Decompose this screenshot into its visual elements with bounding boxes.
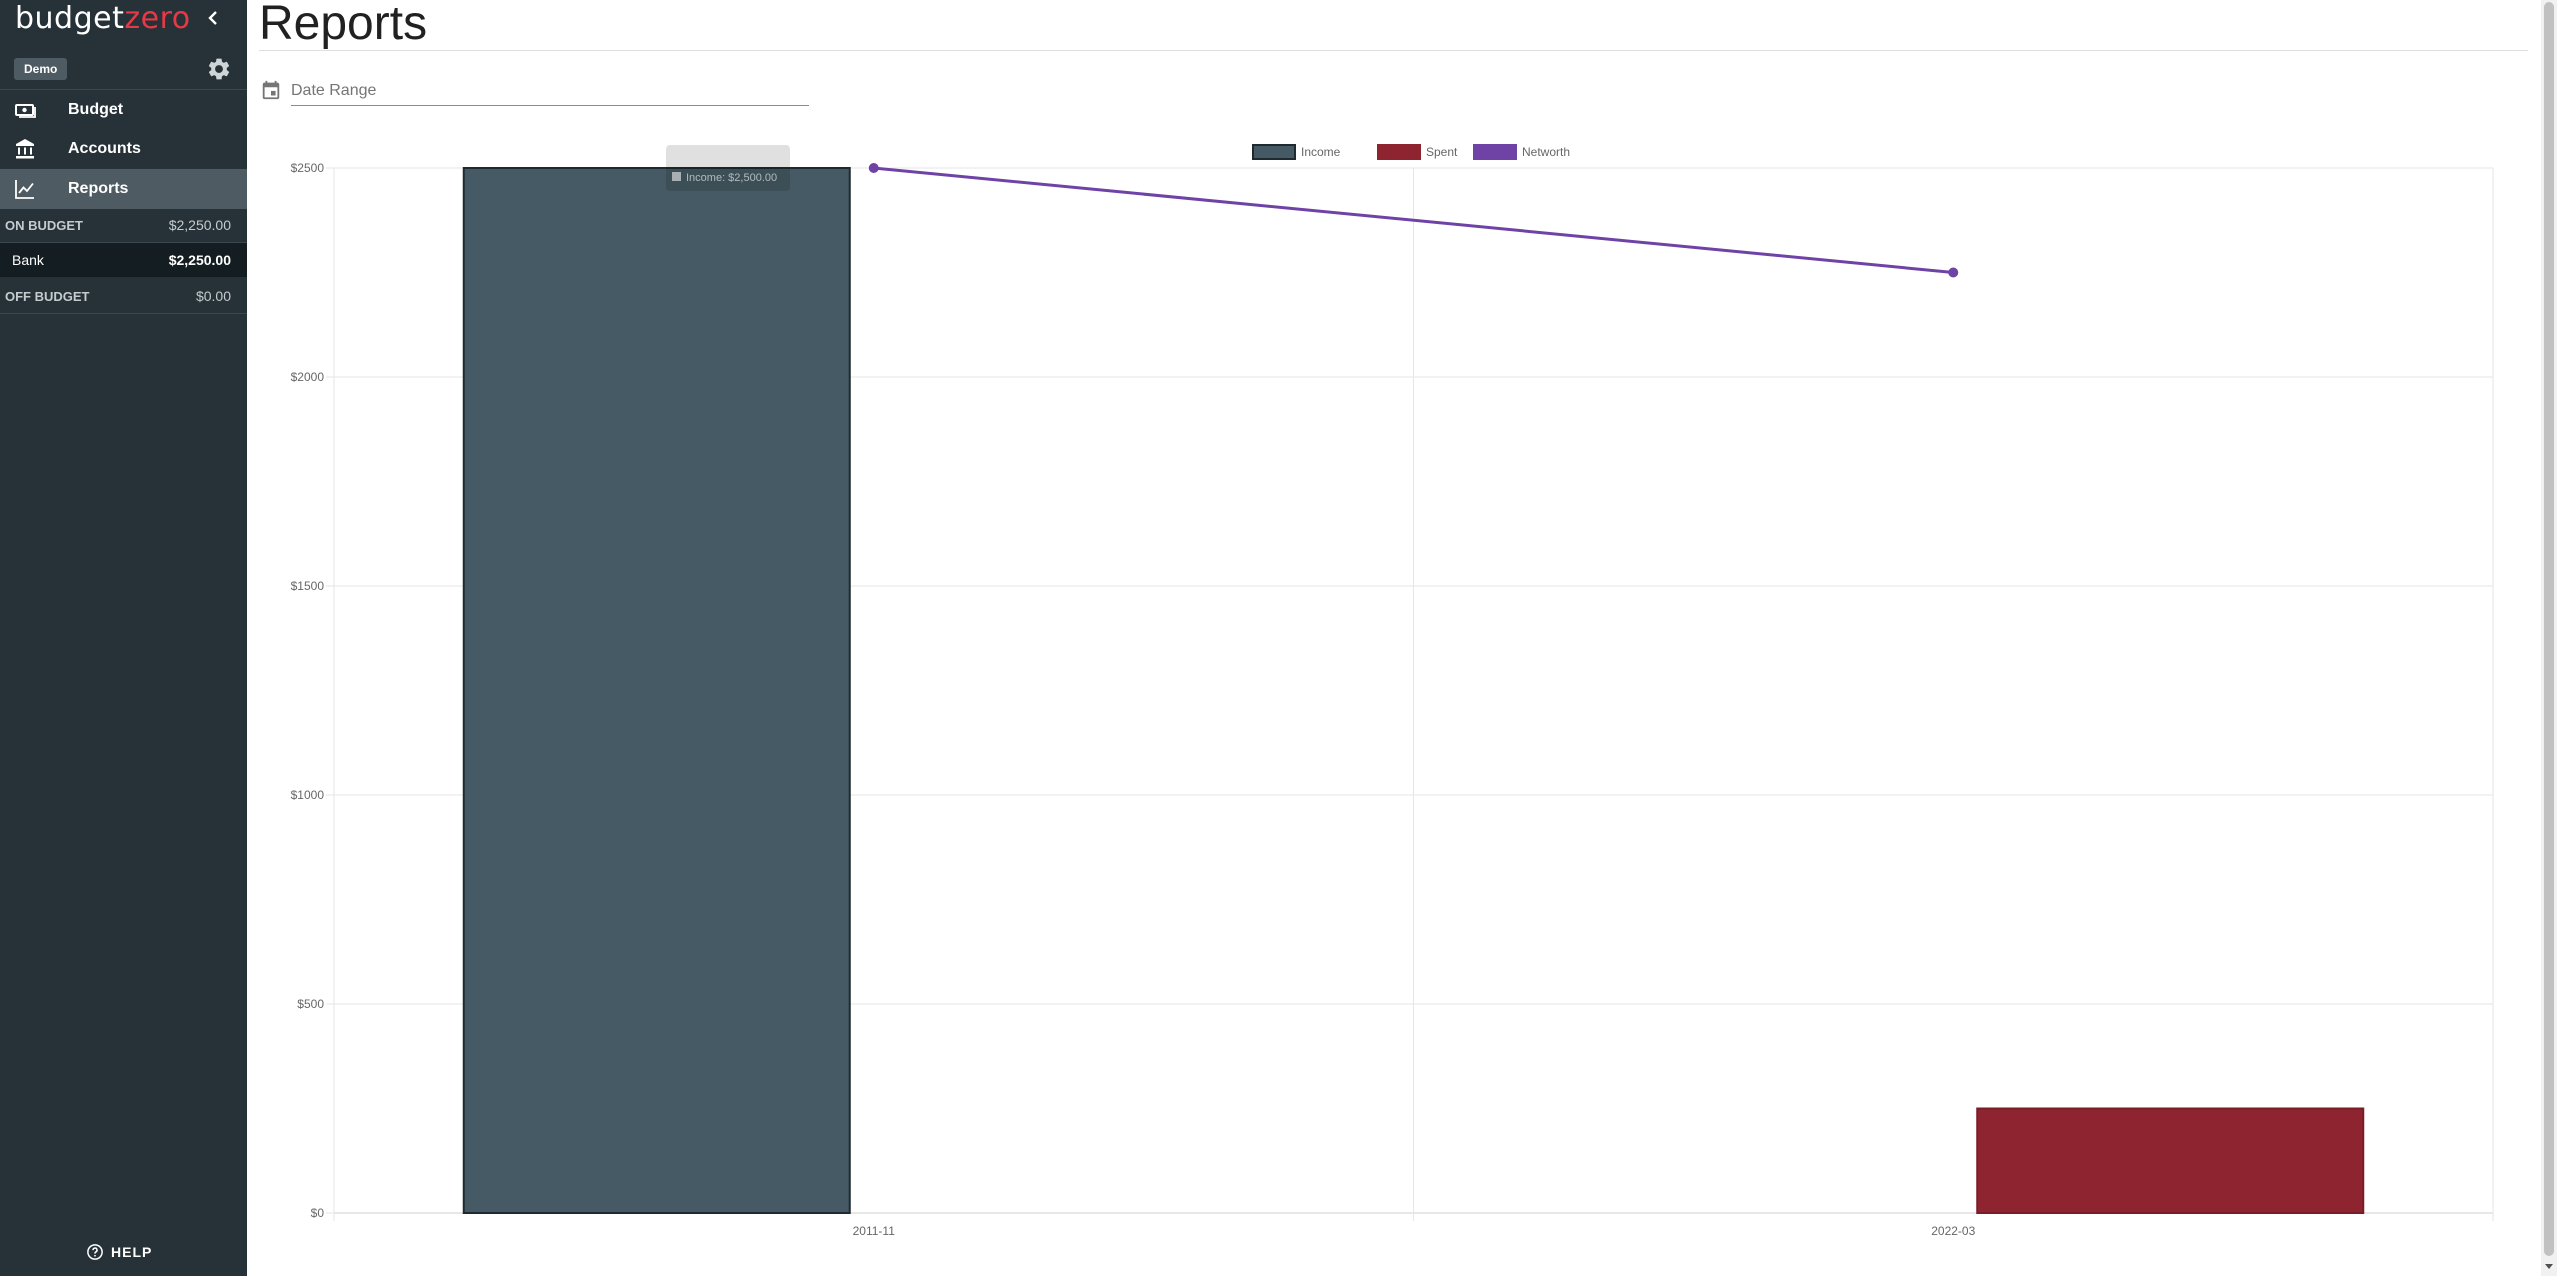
networth-point[interactable]	[868, 163, 879, 173]
help-label: HELP	[111, 1244, 153, 1260]
budget-name-badge[interactable]: Demo	[14, 58, 68, 80]
y-tick-label: $1500	[291, 579, 325, 593]
legend-label-spent: Spent	[1426, 145, 1458, 159]
legend-swatch-income[interactable]	[1252, 144, 1296, 160]
gear-icon	[208, 58, 230, 80]
bar-income[interactable]	[462, 167, 851, 1214]
sidebar-divider	[0, 89, 247, 90]
nav-item-accounts-label: Accounts	[68, 140, 141, 157]
bar-spent[interactable]	[1976, 1107, 2365, 1214]
y-tick-label: $1000	[291, 788, 325, 802]
on-budget-label: ON BUDGET	[5, 217, 83, 233]
nav-item-reports-label: Reports	[68, 180, 129, 197]
x-tick-label: 2011-11	[853, 1224, 896, 1238]
y-tick-label: $0	[311, 1206, 325, 1220]
legend-label-networth: Networth	[1522, 145, 1570, 159]
legend-label-income: Income	[1301, 145, 1341, 159]
off-budget-label: OFF BUDGET	[5, 288, 90, 304]
on-budget-group[interactable]: ON BUDGET $2,250.00	[0, 208, 247, 242]
sidebar: budgetzero Demo Budget Accounts	[0, 0, 247, 1276]
scroll-down-arrow[interactable]	[2545, 1264, 2553, 1269]
date-range-input[interactable]	[291, 76, 809, 106]
brand-logo-accent: zero	[124, 1, 191, 36]
nav-item-accounts[interactable]: Accounts	[0, 129, 247, 169]
y-tick-label: $2000	[291, 370, 325, 384]
chart-line-icon	[15, 180, 34, 199]
account-item-bank[interactable]: Bank $2,250.00	[0, 243, 247, 277]
account-balance: $2,250.00	[168, 252, 231, 268]
money-icon	[15, 104, 36, 118]
help-button[interactable]: HELP	[86, 1241, 152, 1263]
title-divider	[259, 50, 2528, 51]
help-circle-icon	[87, 1244, 103, 1260]
bank-icon	[16, 139, 34, 159]
sidebar-divider	[0, 242, 247, 243]
brand-logo: budgetzero	[15, 2, 191, 36]
on-budget-amount: $2,250.00	[168, 217, 231, 233]
legend-swatch-spent[interactable]	[1377, 144, 1421, 160]
page-scrollbar[interactable]	[2541, 0, 2557, 1276]
y-tick-label: $2500	[291, 161, 325, 175]
nav-item-reports[interactable]: Reports	[0, 169, 247, 209]
legend-swatch-networth[interactable]	[1473, 144, 1517, 160]
brand-logo-primary: budget	[15, 1, 125, 36]
sidebar-divider	[0, 313, 247, 314]
collapse-sidebar-button[interactable]	[204, 6, 222, 30]
settings-button[interactable]	[206, 56, 232, 82]
off-budget-group[interactable]: OFF BUDGET $0.00	[0, 279, 247, 313]
account-name: Bank	[12, 252, 44, 268]
nav-item-budget[interactable]: Budget	[0, 90, 247, 130]
tooltip-text: Income: $2,500.00	[686, 172, 777, 184]
x-tick-label: 2022-03	[1931, 1224, 1975, 1238]
networth-line	[873, 166, 1954, 274]
chart-tooltip	[666, 145, 790, 191]
networth-point[interactable]	[1948, 267, 1959, 278]
nav-item-budget-label: Budget	[68, 101, 124, 118]
tooltip-swatch	[672, 172, 681, 181]
page-title: Reports	[259, 0, 428, 50]
scrollbar-thumb[interactable]	[2544, 2, 2554, 1256]
off-budget-amount: $0.00	[195, 288, 231, 304]
y-tick-label: $500	[297, 997, 324, 1011]
calendar-icon[interactable]	[260, 79, 282, 101]
chevron-left-icon	[208, 11, 217, 25]
